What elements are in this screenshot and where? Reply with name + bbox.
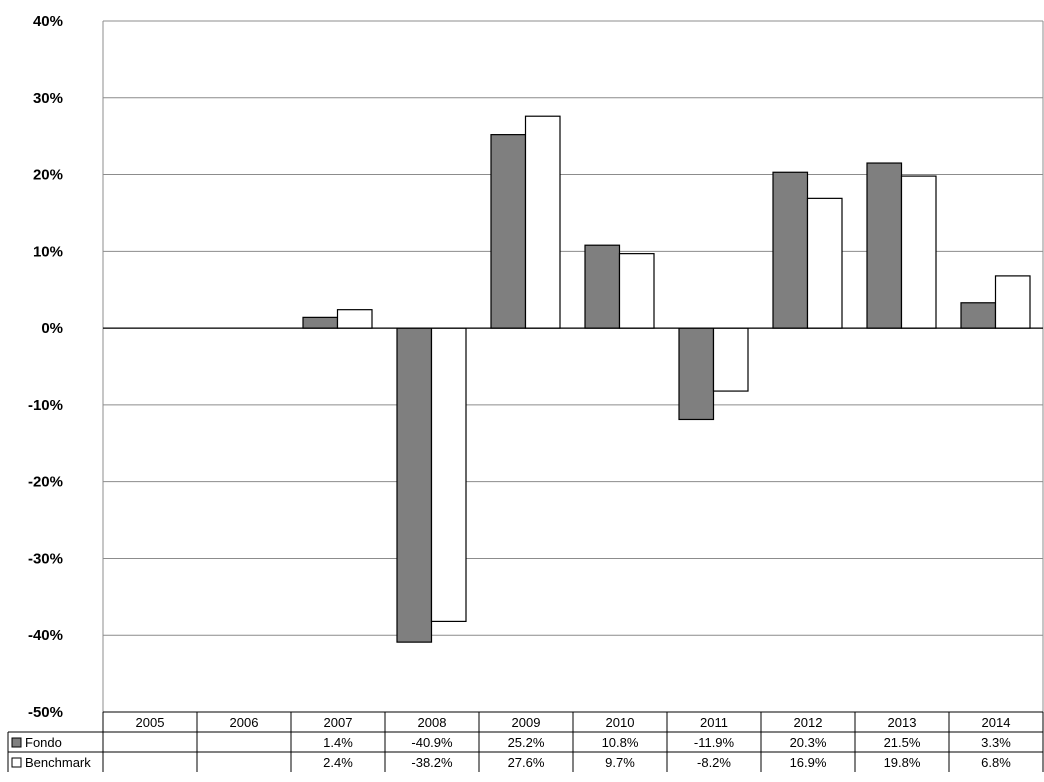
data-label: 9.7% [605,755,635,770]
bar-benchmark-2009 [524,115,561,329]
data-label: -38.2% [411,755,453,770]
data-label: 25.2% [508,735,545,750]
bar-benchmark-2010 [618,253,655,329]
bar-fondo-2011 [678,327,715,421]
bar-benchmark-2007 [336,309,373,329]
data-label: 20.3% [790,735,827,750]
bar-fondo-2009 [490,134,527,329]
bar-fondo-2010 [584,244,621,329]
x-tick-label: 2005 [136,715,165,730]
y-tick-label: 10% [33,243,63,260]
bar-benchmark-2013 [900,175,937,329]
bar-fondo-2007 [302,316,339,329]
y-tick-label: 20% [33,167,63,184]
data-label: 1.4% [323,735,353,750]
legend-label-fondo: Fondo [25,735,62,750]
y-tick-label: 0% [41,320,63,337]
x-tick-label: 2009 [512,715,541,730]
x-tick-label: 2006 [230,715,259,730]
y-tick-label: -50% [28,704,63,721]
x-tick-label: 2014 [982,715,1011,730]
y-tick-label: 30% [33,90,63,107]
x-tick-label: 2012 [794,715,823,730]
legend-key-fondo [11,737,22,748]
bar-benchmark-2011 [712,327,749,392]
legend-key-benchmark [11,757,22,768]
data-label: -8.2% [697,755,731,770]
data-label: 6.8% [981,755,1011,770]
data-label: 21.5% [884,735,921,750]
data-label: -40.9% [411,735,453,750]
x-tick-label: 2011 [700,715,728,730]
y-tick-label: -10% [28,397,63,414]
legend-label-benchmark: Benchmark [25,755,91,770]
data-label: 27.6% [508,755,545,770]
bar-fondo-2012 [772,171,809,329]
x-tick-label: 2013 [888,715,917,730]
data-label: 10.8% [602,735,639,750]
y-tick-label: -40% [28,627,63,644]
y-tick-label: 40% [33,13,63,30]
x-tick-label: 2007 [324,715,353,730]
data-label: -11.9% [694,735,735,750]
y-tick-label: -30% [28,550,63,567]
x-tick-label: 2010 [606,715,635,730]
bar-benchmark-2012 [806,197,843,329]
x-tick-label: 2008 [418,715,447,730]
data-label: 16.9% [790,755,827,770]
data-label: 3.3% [981,735,1011,750]
bar-fondo-2014 [960,302,997,329]
data-label: 2.4% [323,755,353,770]
data-label: 19.8% [884,755,921,770]
bar-fondo-2013 [866,162,903,329]
y-tick-label: -20% [28,474,63,491]
bar-benchmark-2008 [430,327,467,623]
bar-fondo-2008 [396,327,433,643]
bar-benchmark-2014 [994,275,1031,329]
